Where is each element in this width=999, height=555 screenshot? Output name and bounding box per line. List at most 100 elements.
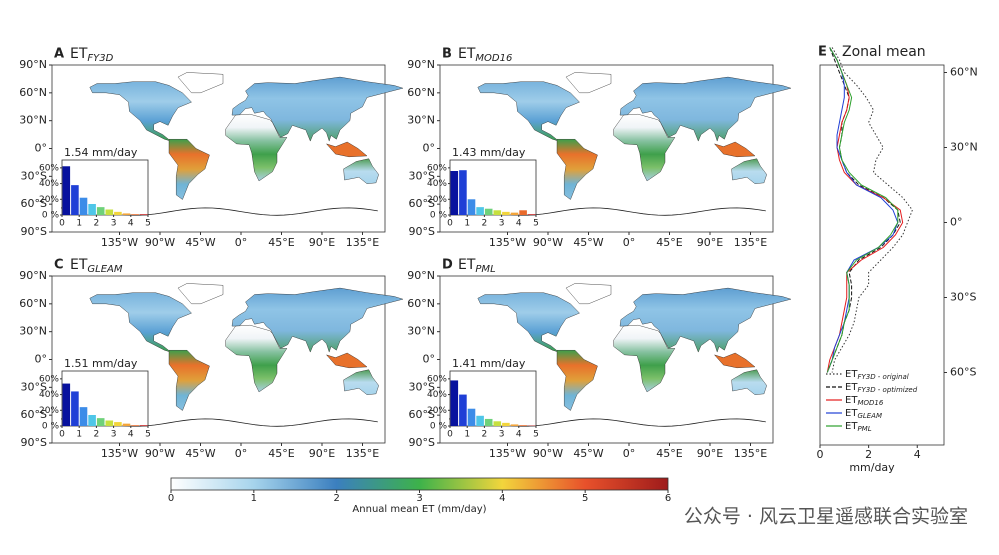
y-tick-label: 0°: [35, 142, 48, 155]
histogram-bar: [96, 207, 105, 215]
x-tick-label: 45°W: [185, 236, 215, 249]
legend-subscript: FY3D - optimized: [857, 386, 917, 394]
hist-y-tick-label: 20%: [427, 195, 447, 205]
hist-y-tick-label: 0 %: [430, 422, 448, 432]
hist-x-tick-label: 1: [464, 430, 470, 440]
title-subscript: FY3D: [87, 53, 113, 64]
y-tick-label: 0°: [423, 353, 436, 366]
x-tick-label: 135°E: [734, 447, 767, 460]
watermark: 公众号 · 风云卫星遥感联合实验室: [684, 506, 968, 528]
zonal-line: [826, 47, 901, 373]
mean-label: 1.54 mm/day: [64, 146, 138, 159]
continent: [325, 141, 368, 158]
title-main: ET: [70, 46, 88, 62]
continent: [713, 352, 756, 369]
histogram-bar: [467, 199, 476, 215]
hist-y-tick-label: 40%: [427, 179, 447, 189]
x-tick-label: 90°W: [533, 236, 563, 249]
legend-label: ETFY3D - optimized: [845, 382, 918, 394]
hist-x-tick-label: 5: [533, 219, 539, 229]
histogram-bar: [105, 420, 114, 426]
hist-x-tick-label: 2: [482, 430, 488, 440]
x-tick-label: 135°W: [489, 236, 526, 249]
mean-label: 1.51 mm/day: [64, 357, 138, 370]
x-tick-label: 45°E: [268, 447, 294, 460]
continent: [168, 350, 210, 411]
zonal-line: [826, 47, 899, 373]
x-axis-label: mm/day: [849, 461, 895, 474]
hist-x-tick-label: 1: [76, 430, 82, 440]
x-tick-label: 135°E: [734, 236, 767, 249]
plot-frame: [819, 64, 945, 446]
y-tick-label: 60°N: [19, 86, 47, 99]
y-tick-label: 60°N: [407, 297, 435, 310]
title-subscript: PML: [475, 264, 495, 275]
histogram-bar: [71, 185, 79, 215]
continent: [619, 287, 792, 353]
hist-x-tick-label: 0: [59, 219, 65, 229]
title-subscript: GLEAM: [87, 264, 122, 275]
panel-letter: A: [54, 47, 64, 62]
histogram-bar: [88, 415, 96, 426]
histogram-bar: [139, 214, 148, 215]
histogram-bar: [450, 380, 459, 426]
x-tick-label: 0: [817, 448, 824, 461]
histogram-bar: [527, 214, 536, 215]
hist-x-tick-label: 5: [145, 219, 151, 229]
histogram-bar: [484, 208, 493, 215]
hist-x-tick-label: 2: [94, 430, 100, 440]
y-tick-label: 60°N: [407, 86, 435, 99]
legend-subscript: FY3D - original: [857, 373, 908, 381]
hist-x-tick-label: 0: [447, 219, 453, 229]
y-tick-label: 90°S: [409, 436, 435, 449]
y-tick-label: 90°N: [19, 269, 47, 282]
continent: [343, 158, 379, 184]
hist-y-tick-label: 40%: [39, 179, 59, 189]
panel-title: ETGLEAM: [70, 257, 123, 275]
hist-y-tick-label: 20%: [39, 195, 59, 205]
histogram-bar: [131, 425, 139, 426]
y-tick-label: 30°N: [19, 325, 47, 338]
x-tick-label: 45°E: [268, 236, 294, 249]
x-tick-label: 90°E: [309, 236, 335, 249]
hist-x-tick-label: 5: [145, 430, 151, 440]
legend-main: ET: [845, 369, 858, 380]
y-tick-label: 90°N: [407, 58, 435, 71]
histogram-bar: [484, 418, 493, 426]
panel-title: Zonal mean: [842, 44, 926, 60]
panel-letter: E: [818, 45, 827, 60]
continent: [89, 81, 192, 142]
x-tick-label: 0°: [623, 236, 636, 249]
hist-y-tick-label: 40%: [427, 390, 447, 400]
hist-x-tick-label: 3: [499, 219, 505, 229]
histogram-bar: [493, 210, 502, 215]
colorbar-tick-label: 1: [251, 493, 257, 504]
y-tick-label: 30°S: [409, 169, 435, 182]
histogram-bar: [459, 170, 467, 215]
continent: [619, 76, 792, 142]
y-tick-label: 30°S: [950, 291, 976, 304]
histogram-bar: [114, 211, 122, 215]
continent: [177, 283, 224, 305]
histogram-bar: [139, 425, 148, 426]
x-tick-label: 135°W: [101, 236, 138, 249]
map-panel: B ETMOD16 90°N 60°N 30°N 0° 30°S 60°S 90°S 135°W 9…: [407, 46, 792, 249]
legend-main: ET: [845, 421, 858, 432]
colorbar-label: Annual mean ET (mm/day): [352, 504, 486, 515]
histogram-bar: [519, 425, 527, 426]
hist-y-tick-label: 60%: [39, 163, 59, 173]
legend-main: ET: [845, 395, 858, 406]
hist-x-tick-label: 3: [111, 219, 117, 229]
hist-x-tick-label: 4: [128, 219, 134, 229]
histogram-bar: [62, 166, 71, 215]
y-tick-label: 90°S: [409, 225, 435, 238]
histogram-bar: [519, 210, 527, 215]
y-tick-label: 0°: [950, 216, 963, 229]
map-panel: A ETFY3D 90°N 60°N 30°N 0° 30°S 60°S 90°S 135°W 90…: [19, 46, 404, 249]
continent: [477, 292, 580, 353]
y-tick-label: 30°N: [950, 141, 978, 154]
histogram-bar: [96, 418, 105, 426]
continent: [89, 292, 192, 353]
legend-main: ET: [845, 408, 858, 419]
